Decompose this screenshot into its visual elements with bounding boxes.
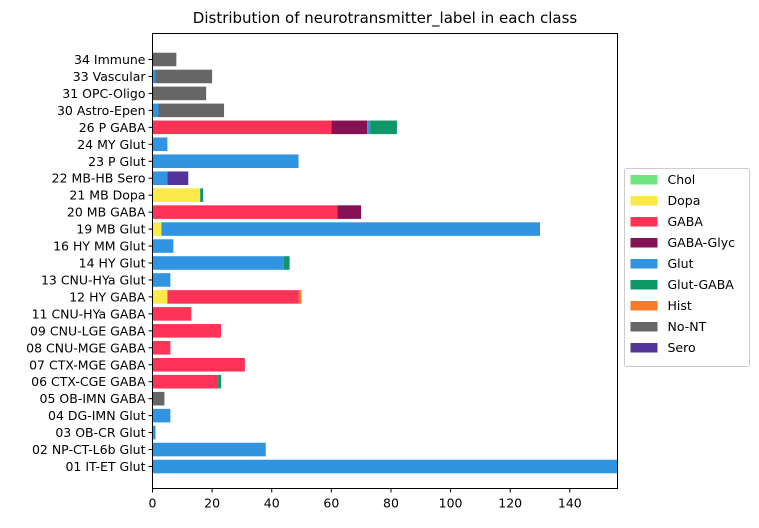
- legend-swatch-gaba-glyc: [630, 238, 658, 248]
- bar-no-nt-24: [152, 52, 177, 67]
- y-tick-label: 19 MB Glut: [76, 222, 145, 237]
- legend-label-glut: Glut: [668, 256, 694, 271]
- y-tick-label: 34 Immune: [74, 52, 146, 67]
- y-tick-label: 02 NP-CT-L6b Glut: [32, 442, 146, 457]
- bar-glut-2: [152, 425, 156, 440]
- y-tick-label: 22 MB-HB Sero: [52, 171, 146, 186]
- bar-gaba-6: [152, 357, 245, 372]
- y-tick-label: 26 P GABA: [79, 120, 146, 135]
- bar-gaba-9: [152, 307, 192, 321]
- legend-swatch-glut: [630, 259, 658, 269]
- bar-no-nt-4: [152, 391, 165, 406]
- y-tick-label: 12 HY GABA: [69, 289, 146, 304]
- y-axis: 01 IT-ET Glut 02 NP-CT-L6b Glut 03 OB-CR G…: [26, 52, 153, 474]
- bar-glut-14: [161, 222, 540, 236]
- y-tick-label: 13 CNU-HYa Glut: [41, 272, 146, 287]
- bar-no-nt-21: [158, 103, 225, 118]
- legend-swatch-chol: [630, 175, 658, 185]
- x-tick-label: 60: [323, 496, 339, 511]
- bar-glut-23: [152, 69, 156, 84]
- bar-no-nt-23: [155, 69, 213, 84]
- y-tick-label: 33 Vascular: [73, 69, 147, 84]
- bar-glut-21: [152, 103, 159, 118]
- legend-swatch-sero: [630, 343, 658, 353]
- bar-glut-19: [152, 137, 168, 152]
- legend-label-hist: Hist: [668, 298, 692, 313]
- legend-swatch-glut-gaba: [630, 280, 658, 290]
- legend-label-gaba: GABA: [668, 214, 704, 229]
- bar-glut-20: [367, 120, 371, 135]
- legend-label-dopa: Dopa: [668, 193, 701, 208]
- bar-glut-gaba-12: [283, 256, 290, 270]
- x-tick-label: 100: [439, 496, 463, 511]
- y-tick-label: 01 IT-ET Glut: [65, 459, 145, 474]
- legend-label-no-nt: No-NT: [668, 319, 707, 334]
- bar-glut-3: [152, 408, 171, 423]
- x-tick-label: 20: [204, 496, 220, 511]
- bar-gaba-7: [152, 341, 171, 355]
- bar-glut-0: [152, 459, 618, 474]
- bar-hist-10: [298, 290, 302, 304]
- bar-glut-11: [152, 273, 171, 287]
- legend-label-sero: Sero: [668, 340, 696, 355]
- legend-swatch-dopa: [630, 196, 658, 206]
- bar-gaba-10: [167, 290, 299, 304]
- bar-sero-17: [167, 171, 189, 185]
- bar-glut-18: [152, 154, 299, 169]
- legend-label-glut-gaba: Glut-GABA: [668, 277, 735, 292]
- bar-glut-1: [152, 442, 266, 457]
- x-tick-label: 80: [383, 496, 399, 511]
- chart-title: Distribution of neurotransmitter_label i…: [193, 9, 578, 28]
- y-tick-label: 08 CNU-MGE GABA: [26, 340, 146, 355]
- plot-frame: [152, 33, 618, 489]
- bar-dopa-16: [152, 188, 201, 202]
- bar-gaba-glyc-15: [337, 205, 362, 219]
- y-tick-label: 30 Astro-Epen: [57, 103, 146, 118]
- y-tick-label: 07 CTX-MGE GABA: [29, 357, 146, 372]
- bar-gaba-20: [152, 120, 332, 135]
- bar-gaba-15: [152, 205, 338, 219]
- bar-glut-gaba-16: [200, 188, 204, 202]
- legend-swatch-hist: [630, 301, 658, 311]
- y-tick-label: 21 MB Dopa: [69, 188, 145, 203]
- x-tick-label: 120: [498, 496, 522, 511]
- bar-dopa-10: [152, 290, 168, 304]
- y-tick-label: 24 MY Glut: [77, 137, 145, 152]
- y-tick-label: 14 HY Glut: [79, 256, 146, 271]
- bar-glut-gaba-20: [370, 120, 397, 135]
- x-tick-label: 0: [149, 496, 157, 511]
- bar-glut-12: [152, 256, 284, 270]
- legend-label-chol: Chol: [668, 172, 696, 187]
- y-tick-label: 06 CTX-CGE GABA: [31, 374, 146, 389]
- y-tick-label: 03 OB-CR Glut: [55, 425, 145, 440]
- y-tick-label: 23 P Glut: [88, 154, 145, 169]
- y-tick-label: 20 MB GABA: [67, 205, 146, 220]
- x-tick-label: 40: [264, 496, 280, 511]
- x-tick-label: 140: [558, 496, 582, 511]
- bar-glut-gaba-5: [218, 374, 222, 389]
- legend-swatch-gaba: [630, 217, 658, 227]
- y-tick-label: 04 DG-IMN Glut: [48, 408, 146, 423]
- bar-gaba-5: [152, 374, 219, 389]
- bar-gaba-glyc-20: [331, 120, 368, 135]
- legend-label-gaba-glyc: GABA-Glyc: [668, 235, 736, 250]
- y-tick-label: 31 OPC-Oligo: [62, 86, 145, 101]
- bar-dopa-14: [152, 222, 162, 236]
- y-tick-label: 16 HY MM Glut: [53, 239, 146, 254]
- legend-swatch-no-nt: [630, 322, 658, 332]
- legend: Chol Dopa GABA GABA-Glyc Glut Glut-GABA Hist No…: [624, 168, 750, 367]
- bar-glut-17: [152, 171, 168, 185]
- y-tick-label: 11 CNU-HYa GABA: [32, 306, 146, 321]
- x-axis: 0 20 40 60 80 100 120 140: [149, 488, 582, 511]
- bar-gaba-8: [152, 324, 222, 338]
- bar-no-nt-22: [152, 86, 207, 101]
- y-tick-label: 05 OB-IMN GABA: [40, 391, 146, 406]
- bar-glut-13: [152, 239, 174, 253]
- bars-layer: [152, 52, 618, 474]
- y-tick-label: 09 CNU-LGE GABA: [30, 323, 146, 338]
